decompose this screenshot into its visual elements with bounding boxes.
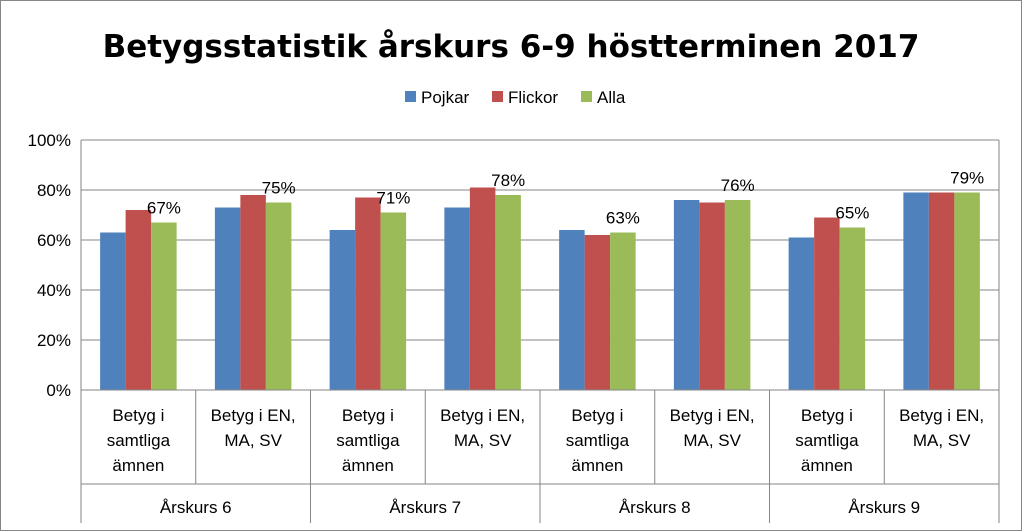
- legend: Pojkar Flickor Alla: [405, 88, 626, 107]
- legend-swatch-pojkar: [405, 91, 416, 102]
- category-label: Betyg i EN, MA, SV: [440, 406, 525, 450]
- bar-alla: [265, 202, 292, 390]
- axes: 0% 20% 40% 60% 80% 100% Betyg i samtliga ämnen Be…: [28, 131, 1000, 523]
- chart-title: Betygsstatistik årskurs 6-9 höstterminen…: [103, 29, 920, 65]
- y-tick-label: 80%: [37, 181, 71, 200]
- bar-alla: [495, 195, 521, 390]
- y-tick-label: 0%: [46, 381, 71, 400]
- group-label: Årskurs 7: [389, 498, 461, 517]
- category-label: Betyg i EN, MA, SV: [899, 406, 984, 450]
- bar-flickor: [240, 195, 266, 390]
- bar-flickor: [814, 217, 840, 390]
- category-label: Betyg i samtliga ämnen: [336, 406, 400, 475]
- y-tick-label: 100%: [28, 131, 71, 150]
- bar-alla: [380, 212, 407, 390]
- data-labels: 67% 75% 71% 78% 63% 76% 65% 79%: [147, 169, 984, 228]
- data-label: 65%: [835, 204, 869, 223]
- bar-alla: [724, 200, 751, 390]
- group-label: Årskurs 9: [848, 498, 920, 517]
- bar-pojkar: [214, 207, 241, 390]
- bar-flickor: [699, 202, 725, 390]
- bar-alla: [151, 222, 177, 390]
- bar-flickor: [469, 187, 496, 390]
- legend-swatch-alla: [581, 91, 592, 102]
- data-label: 78%: [491, 171, 525, 190]
- data-label: 71%: [376, 189, 410, 208]
- legend-label-flickor: Flickor: [508, 88, 558, 107]
- bar-pojkar: [788, 237, 815, 390]
- bar-pojkar: [100, 232, 126, 390]
- bar-flickor: [355, 197, 381, 390]
- legend-label-pojkar: Pojkar: [421, 88, 470, 107]
- bar-pojkar: [559, 230, 585, 390]
- legend-swatch-flickor: [492, 91, 503, 102]
- data-label: 63%: [606, 209, 640, 228]
- bar-pojkar: [444, 207, 470, 390]
- bar-pojkar: [329, 230, 356, 390]
- category-label: Betyg i samtliga ämnen: [566, 406, 630, 475]
- bars: [100, 187, 980, 390]
- category-label: Betyg i EN, MA, SV: [211, 406, 296, 450]
- y-tick-label: 60%: [37, 231, 71, 250]
- data-label: 79%: [950, 169, 984, 188]
- bar-pojkar: [673, 200, 700, 390]
- data-label: 67%: [147, 199, 181, 218]
- bar-alla: [839, 227, 866, 390]
- legend-label-alla: Alla: [597, 88, 626, 107]
- group-label: Årskurs 6: [160, 498, 232, 517]
- bar-alla: [610, 232, 636, 390]
- data-label: 75%: [262, 179, 296, 198]
- bar-flickor: [125, 210, 152, 390]
- bar-flickor: [928, 192, 955, 390]
- category-label: Betyg i samtliga ämnen: [107, 406, 171, 475]
- y-tick-label: 40%: [37, 281, 71, 300]
- data-label: 76%: [721, 176, 755, 195]
- group-label: Årskurs 8: [619, 498, 691, 517]
- category-label: Betyg i EN, MA, SV: [670, 406, 755, 450]
- y-tick-label: 20%: [37, 331, 71, 350]
- bar-flickor: [584, 235, 611, 390]
- bar-pojkar: [903, 192, 929, 390]
- category-label: Betyg i samtliga ämnen: [795, 406, 859, 475]
- bar-alla: [954, 192, 980, 390]
